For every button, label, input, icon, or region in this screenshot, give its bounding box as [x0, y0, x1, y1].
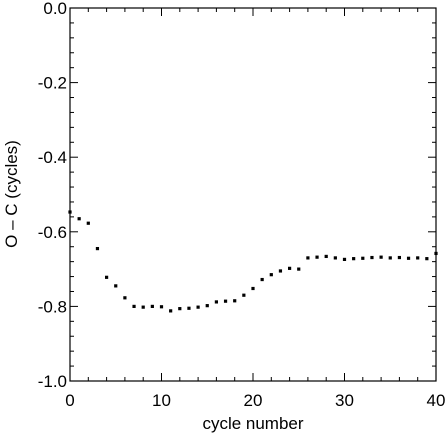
data-point — [434, 251, 438, 256]
data-point — [196, 305, 200, 309]
x-tick-label: 0 — [65, 391, 74, 410]
data-point — [306, 256, 310, 260]
data-point — [187, 306, 191, 310]
data-point — [288, 266, 292, 270]
data-point — [352, 257, 356, 261]
data-point — [242, 293, 246, 297]
data-point — [205, 304, 209, 308]
data-point — [324, 254, 328, 259]
data-point — [406, 256, 411, 260]
data-point — [68, 210, 72, 214]
y-tick-label: -0.6 — [38, 223, 67, 242]
data-points — [68, 210, 438, 313]
data-point — [425, 257, 429, 261]
ticks — [69, 7, 437, 382]
data-point — [159, 305, 164, 309]
data-point — [370, 255, 374, 260]
data-point — [150, 304, 154, 308]
data-point — [141, 305, 145, 309]
x-axis-label: cycle number — [202, 414, 303, 433]
y-axis-label: O – C (cycles) — [2, 140, 21, 248]
data-point — [388, 256, 392, 260]
data-point — [178, 307, 182, 311]
x-tick-label: 40 — [427, 391, 446, 410]
data-point — [278, 269, 283, 273]
data-point — [379, 255, 383, 259]
x-tick-label: 10 — [152, 391, 171, 410]
data-point — [251, 286, 255, 291]
y-tick-label: 0.0 — [43, 0, 67, 18]
data-point — [123, 296, 127, 300]
plot-frame — [69, 7, 437, 382]
x-tick-label: 30 — [335, 391, 354, 410]
data-point — [105, 275, 109, 279]
data-point — [95, 246, 100, 251]
data-point — [416, 256, 420, 260]
data-point — [114, 284, 118, 288]
x-tick-label: 20 — [244, 391, 263, 410]
y-tick-label: -1.0 — [38, 372, 67, 391]
data-point — [297, 267, 301, 271]
y-tick-label: -0.4 — [38, 148, 67, 167]
y-tick-label: -0.8 — [38, 297, 67, 316]
data-point — [333, 256, 337, 260]
y-tick-label: -0.2 — [38, 74, 67, 93]
data-point — [342, 257, 347, 261]
data-point — [269, 273, 273, 277]
tick-labels: 0 10 20 30 40 0.0 -0.2 -0.4 -0.6 -0.8 -1.0 — [38, 0, 446, 410]
data-point — [397, 255, 401, 260]
data-point — [223, 299, 228, 303]
data-point — [77, 217, 81, 221]
data-point — [214, 300, 218, 304]
data-point — [315, 255, 319, 259]
data-point — [132, 304, 136, 308]
data-point — [361, 256, 365, 260]
data-point — [260, 277, 264, 282]
data-point — [233, 299, 237, 303]
data-point — [86, 221, 90, 225]
data-point — [169, 309, 173, 313]
